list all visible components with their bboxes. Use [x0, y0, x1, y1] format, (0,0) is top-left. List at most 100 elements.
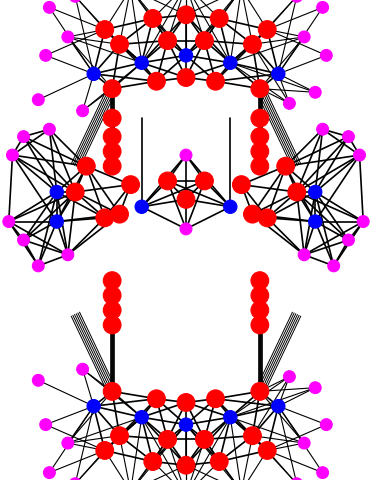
- Circle shape: [159, 431, 176, 448]
- Circle shape: [62, 437, 74, 449]
- Circle shape: [291, 0, 303, 2]
- Circle shape: [103, 143, 121, 160]
- Circle shape: [224, 56, 237, 70]
- Circle shape: [288, 183, 306, 201]
- Circle shape: [103, 157, 121, 175]
- Circle shape: [177, 191, 195, 208]
- Circle shape: [196, 32, 213, 49]
- Circle shape: [309, 185, 322, 199]
- Circle shape: [179, 49, 193, 62]
- Circle shape: [40, 419, 52, 431]
- Circle shape: [96, 21, 113, 38]
- Circle shape: [69, 0, 81, 2]
- Circle shape: [103, 80, 121, 97]
- Circle shape: [328, 260, 340, 272]
- Circle shape: [244, 205, 261, 223]
- Circle shape: [87, 67, 100, 81]
- Circle shape: [320, 49, 332, 61]
- Circle shape: [96, 442, 113, 459]
- Circle shape: [244, 36, 261, 53]
- Circle shape: [7, 149, 18, 161]
- Circle shape: [103, 383, 121, 400]
- Circle shape: [111, 36, 128, 53]
- Circle shape: [298, 31, 310, 43]
- Circle shape: [354, 149, 365, 161]
- Circle shape: [251, 143, 269, 160]
- Circle shape: [103, 316, 121, 334]
- Circle shape: [111, 205, 128, 223]
- Circle shape: [317, 123, 328, 135]
- Circle shape: [103, 128, 121, 145]
- Circle shape: [310, 382, 321, 394]
- Circle shape: [69, 478, 81, 480]
- Circle shape: [50, 215, 63, 228]
- Circle shape: [232, 176, 250, 193]
- Circle shape: [211, 453, 228, 470]
- Circle shape: [87, 399, 100, 413]
- Circle shape: [103, 301, 121, 319]
- Circle shape: [244, 427, 261, 444]
- Circle shape: [259, 21, 276, 38]
- Circle shape: [251, 272, 269, 289]
- Circle shape: [272, 399, 285, 413]
- Circle shape: [159, 172, 176, 190]
- Circle shape: [32, 374, 44, 386]
- Circle shape: [44, 123, 55, 135]
- Circle shape: [251, 128, 269, 145]
- Circle shape: [317, 467, 328, 479]
- Circle shape: [3, 216, 15, 228]
- Circle shape: [224, 200, 237, 214]
- Circle shape: [317, 1, 328, 13]
- Circle shape: [103, 287, 121, 304]
- Circle shape: [177, 6, 195, 24]
- Circle shape: [251, 383, 269, 400]
- Circle shape: [298, 249, 310, 261]
- Circle shape: [44, 467, 55, 479]
- Circle shape: [298, 437, 310, 449]
- Circle shape: [259, 209, 276, 227]
- Circle shape: [44, 1, 55, 13]
- Circle shape: [103, 272, 121, 289]
- Circle shape: [177, 394, 195, 411]
- Circle shape: [310, 86, 321, 98]
- Circle shape: [251, 301, 269, 319]
- Circle shape: [259, 442, 276, 459]
- Circle shape: [77, 105, 89, 117]
- Circle shape: [283, 97, 295, 109]
- Circle shape: [77, 363, 89, 375]
- Circle shape: [122, 176, 140, 193]
- Circle shape: [320, 419, 332, 431]
- Circle shape: [309, 215, 322, 228]
- Circle shape: [148, 72, 165, 90]
- Circle shape: [207, 390, 224, 408]
- Circle shape: [196, 172, 213, 190]
- Circle shape: [17, 131, 29, 143]
- Circle shape: [111, 427, 128, 444]
- Circle shape: [277, 157, 295, 175]
- Circle shape: [148, 390, 165, 408]
- Circle shape: [103, 109, 121, 127]
- Circle shape: [179, 418, 193, 431]
- Circle shape: [357, 216, 369, 228]
- Circle shape: [32, 260, 44, 272]
- Circle shape: [251, 109, 269, 127]
- Circle shape: [144, 10, 161, 27]
- Circle shape: [77, 157, 95, 175]
- Circle shape: [251, 157, 269, 175]
- Circle shape: [343, 234, 355, 246]
- Circle shape: [251, 287, 269, 304]
- Circle shape: [211, 10, 228, 27]
- Circle shape: [96, 209, 113, 227]
- Circle shape: [66, 183, 84, 201]
- Circle shape: [135, 56, 148, 70]
- Circle shape: [251, 80, 269, 97]
- Circle shape: [144, 453, 161, 470]
- Circle shape: [135, 200, 148, 214]
- Circle shape: [251, 316, 269, 334]
- Circle shape: [135, 410, 148, 424]
- Circle shape: [224, 410, 237, 424]
- Circle shape: [50, 185, 63, 199]
- Circle shape: [272, 67, 285, 81]
- Circle shape: [291, 478, 303, 480]
- Circle shape: [283, 371, 295, 383]
